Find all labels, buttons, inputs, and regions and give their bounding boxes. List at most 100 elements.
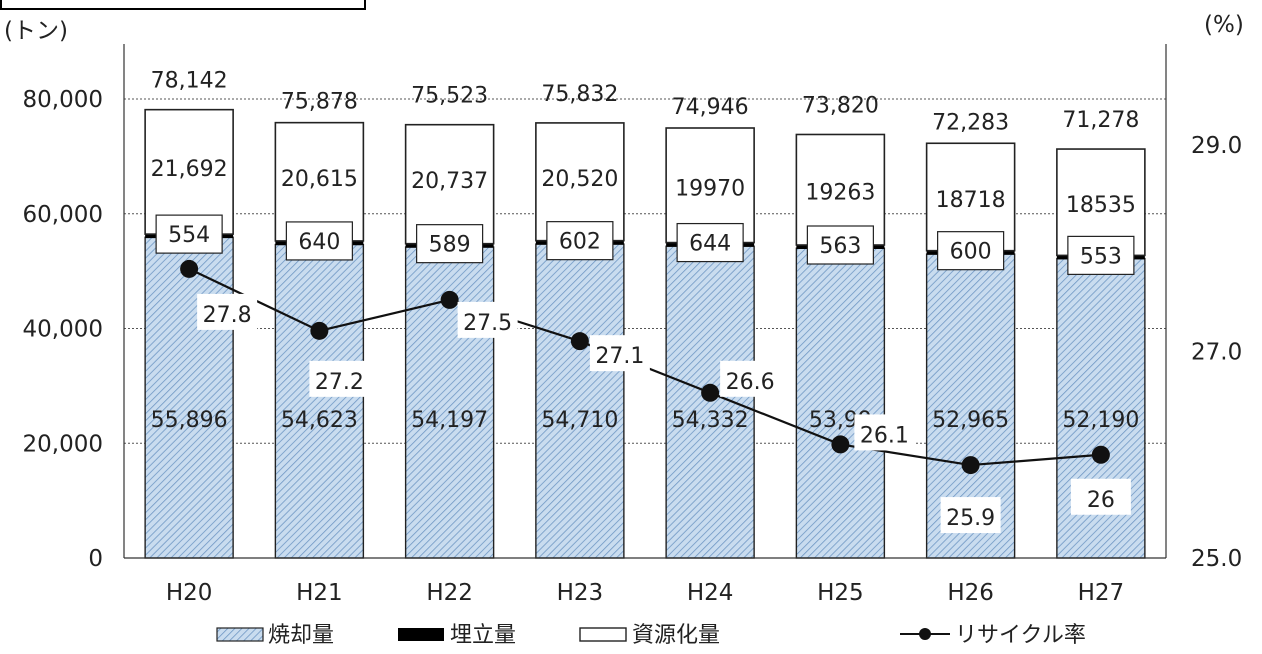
bar-resource xyxy=(144,108,234,235)
legend-landfill-swatch xyxy=(398,628,444,641)
landfill-label: 640 xyxy=(285,221,353,261)
rate-value-label: 27.1 xyxy=(595,344,644,369)
landfill-label: 563 xyxy=(806,225,874,265)
rate-value-label: 26 xyxy=(1087,488,1115,513)
bar-incineration xyxy=(144,236,234,559)
rate-label-box xyxy=(854,414,915,451)
recycle-rate-point xyxy=(701,383,720,402)
total-label: 75,523 xyxy=(411,84,488,109)
legend-incineration-swatch xyxy=(216,627,264,642)
total-label: 74,946 xyxy=(672,95,749,120)
recycle-rate-point xyxy=(570,332,589,351)
incineration-value-label: 54,710 xyxy=(541,408,618,433)
rate-label: 27.1 xyxy=(589,335,650,372)
bar-resource xyxy=(274,121,365,242)
rate-label-box xyxy=(720,360,781,397)
landfill-label: 644 xyxy=(676,222,744,263)
landfill-value-label: 600 xyxy=(950,240,992,265)
x-tick-label: H27 xyxy=(1078,580,1125,606)
recycle-rate-point xyxy=(310,321,329,340)
axes: 0 20,000 40,000 60,000 80,000 25.0 27.0 29.0 (トン… xyxy=(4,12,1244,606)
total-label: 75,878 xyxy=(281,90,358,115)
resource-value-label: 20,615 xyxy=(281,167,358,192)
resource-value-label: 20,737 xyxy=(411,169,488,194)
total-label: 73,820 xyxy=(802,93,879,118)
resource-value-label: 18718 xyxy=(936,188,1006,213)
recycle-rate-point xyxy=(831,435,850,454)
legend-incineration-label: 焼却量 xyxy=(268,623,334,648)
landfill-value-label: 553 xyxy=(1080,244,1122,269)
legend-rate-marker xyxy=(919,628,931,640)
left-tick-label: 80,000 xyxy=(23,87,103,113)
legend: 焼却量 埋立量 資源化量 リサイクル率 xyxy=(216,623,1086,648)
landfill-label-box xyxy=(546,221,614,261)
landfill-value-label: 563 xyxy=(819,234,861,259)
header-box xyxy=(0,0,366,10)
left-tick-label: 60,000 xyxy=(23,202,103,228)
x-tick-label: H20 xyxy=(166,580,213,606)
landfill-value-label: 644 xyxy=(689,232,731,257)
total-label: 78,142 xyxy=(151,69,228,94)
landfill-label-box xyxy=(285,221,353,261)
x-tick-label: H21 xyxy=(296,580,343,606)
rate-label: 26 xyxy=(1070,478,1131,515)
rate-label: 27.2 xyxy=(309,360,370,397)
legend-landfill-label: 埋立量 xyxy=(450,623,516,648)
incineration-value-label: 52,190 xyxy=(1062,408,1139,433)
rate-value-label: 26.1 xyxy=(860,423,909,448)
rate-value-label: 27.8 xyxy=(203,303,252,328)
rate-label-box xyxy=(1070,478,1131,515)
right-axis-unit: (%) xyxy=(1204,12,1244,38)
bar-resource xyxy=(404,123,495,245)
landfill-value-label: 589 xyxy=(429,233,471,258)
bar-incineration xyxy=(274,243,365,559)
legend-resource-label: 資源化量 xyxy=(632,623,720,648)
x-tick-label: H23 xyxy=(557,580,604,606)
recycle-rate-point xyxy=(1091,445,1110,464)
x-tick-label: H25 xyxy=(817,580,864,606)
left-tick-label: 40,000 xyxy=(23,317,103,343)
landfill-label-box xyxy=(416,224,484,264)
x-tick-label: H22 xyxy=(426,580,473,606)
rate-label-box xyxy=(589,335,650,372)
right-tick-label: 27.0 xyxy=(1191,340,1242,366)
incineration-value-label: 55,896 xyxy=(151,408,228,433)
landfill-value-label: 602 xyxy=(559,230,601,255)
incineration-value-label: 52,965 xyxy=(932,408,1009,433)
rate-label-box xyxy=(309,360,370,397)
data-labels: 78,142 21,692 554 55,896 75,878 20,615 640 54,6… xyxy=(151,69,1139,534)
resource-value-label: 20,520 xyxy=(541,167,618,192)
rate-value-label: 27.2 xyxy=(315,370,364,395)
landfill-value-label: 554 xyxy=(168,223,210,248)
x-tick-label: H26 xyxy=(947,580,994,606)
resource-value-label: 21,692 xyxy=(151,157,228,182)
rate-value-label: 27.5 xyxy=(463,311,512,336)
rate-label-box xyxy=(457,301,518,338)
bar-incineration xyxy=(535,243,625,559)
landfill-label-box xyxy=(1067,235,1135,275)
rate-label: 27.5 xyxy=(457,301,518,338)
bar-resource xyxy=(535,122,625,242)
left-tick-label: 0 xyxy=(88,546,103,572)
resource-value-label: 19263 xyxy=(805,181,875,206)
rate-label: 26.6 xyxy=(720,360,781,397)
rate-label-box xyxy=(197,293,258,330)
bar-incineration xyxy=(665,245,755,559)
resource-value-label: 18535 xyxy=(1066,193,1136,218)
landfill-label: 602 xyxy=(546,221,614,261)
left-axis-unit: (トン) xyxy=(4,18,68,44)
legend-rate-label: リサイクル率 xyxy=(955,623,1086,648)
rate-value-label: 25.9 xyxy=(946,506,995,531)
right-tick-label: 25.0 xyxy=(1191,546,1242,572)
rate-label: 27.8 xyxy=(197,293,258,330)
incineration-value-label: 54,197 xyxy=(411,408,488,433)
incineration-value-label: 54,623 xyxy=(281,408,358,433)
rate-value-label: 26.6 xyxy=(726,370,775,395)
landfill-label-box xyxy=(806,225,874,265)
legend-resource-swatch xyxy=(579,627,627,642)
recycle-rate-point xyxy=(440,290,459,309)
recycle-rate-point xyxy=(180,259,199,278)
resource-value-label: 19970 xyxy=(675,176,745,201)
landfill-label: 589 xyxy=(416,224,484,264)
